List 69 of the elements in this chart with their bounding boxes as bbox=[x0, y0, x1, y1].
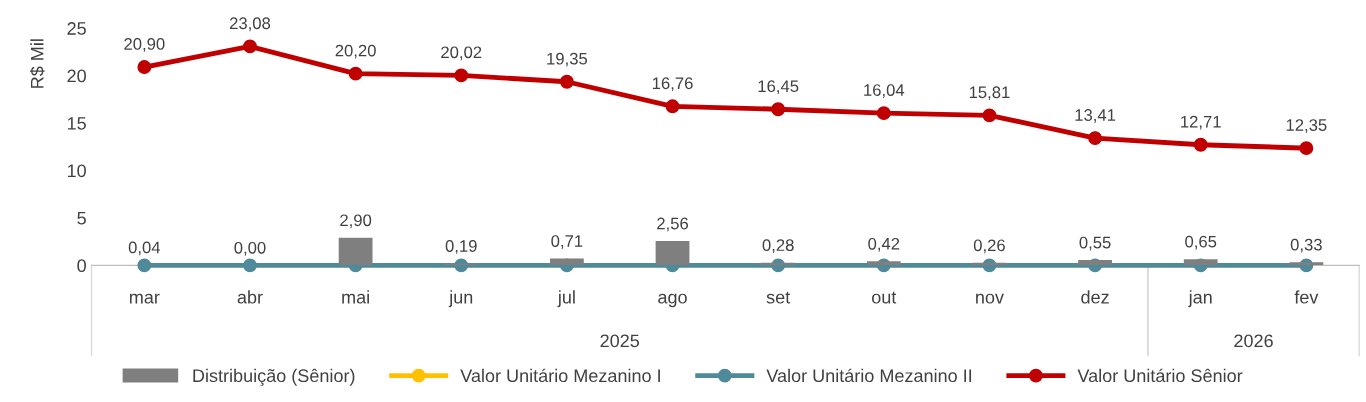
x-tick-label: fev bbox=[1294, 290, 1319, 304]
y-tick-label: 25 bbox=[67, 22, 86, 35]
data-label: 0,26 bbox=[973, 239, 1005, 254]
point bbox=[137, 258, 152, 273]
y-tick-label: 15 bbox=[67, 117, 86, 130]
y-tick-label: 20 bbox=[67, 69, 86, 83]
x-tick-label: set bbox=[766, 291, 791, 304]
point bbox=[1088, 131, 1103, 146]
x-tick-label: mar bbox=[129, 293, 160, 304]
data-label: 20,02 bbox=[441, 46, 482, 61]
x-tick-label: jan bbox=[1188, 290, 1212, 308]
point bbox=[137, 60, 152, 74]
point bbox=[1193, 137, 1208, 152]
x-tick-label: ago bbox=[658, 293, 687, 308]
legend-label: Valor Unitário Sênior bbox=[1077, 368, 1243, 383]
data-label: 0,04 bbox=[128, 241, 161, 256]
data-label: 0,42 bbox=[868, 237, 900, 252]
data-label: 20,20 bbox=[335, 44, 376, 59]
bar bbox=[1183, 259, 1218, 266]
data-label: 0,19 bbox=[445, 240, 477, 254]
legend-label: Valor Unitário Mezanino II bbox=[766, 368, 972, 383]
data-label: 19,35 bbox=[547, 52, 588, 67]
data-label: 20,90 bbox=[124, 38, 165, 52]
point bbox=[982, 108, 997, 123]
data-label: 15,81 bbox=[969, 86, 1010, 101]
legend-label: Valor Unitário Mezanino I bbox=[460, 368, 660, 383]
y-tick-label: 10 bbox=[67, 164, 86, 178]
data-label: 0,33 bbox=[1290, 238, 1322, 253]
point bbox=[454, 68, 469, 83]
bar bbox=[338, 237, 373, 266]
bar bbox=[1078, 260, 1112, 266]
text: 2025 bbox=[600, 334, 640, 348]
data-label: 16,04 bbox=[864, 84, 905, 98]
point bbox=[348, 66, 363, 81]
y-tick-label: 5 bbox=[77, 212, 86, 225]
y-tick-label: 0 bbox=[77, 259, 86, 273]
data-label: 2,90 bbox=[340, 214, 372, 229]
y-axis-title: R$ Mil bbox=[30, 39, 45, 88]
x-tick-label: nov bbox=[976, 293, 1004, 304]
data-label: 23,08 bbox=[229, 17, 271, 32]
point bbox=[559, 74, 574, 89]
point bbox=[876, 106, 891, 121]
point bbox=[665, 99, 680, 114]
data-label: 0,71 bbox=[551, 235, 583, 249]
bar bbox=[655, 241, 690, 266]
x-tick-label: jul bbox=[557, 290, 575, 308]
point bbox=[243, 258, 257, 273]
point bbox=[1299, 141, 1314, 156]
data-label: 0,28 bbox=[762, 239, 794, 253]
data-label: 0,55 bbox=[1079, 236, 1111, 251]
x-tick-label: mai bbox=[342, 290, 369, 304]
legend-label: Distribuição (Sênior) bbox=[193, 368, 355, 386]
x-tick-label: abr bbox=[237, 290, 263, 304]
text: 2026 bbox=[1234, 334, 1273, 348]
point bbox=[771, 102, 786, 117]
data-label: 12,35 bbox=[1286, 119, 1327, 133]
data-label: 0,00 bbox=[234, 241, 266, 256]
data-label: 0,65 bbox=[1185, 235, 1217, 250]
data-label: 2,56 bbox=[657, 217, 689, 232]
x-tick-label: jun bbox=[448, 290, 473, 308]
x-tick-label: dez bbox=[1081, 290, 1109, 304]
point bbox=[243, 39, 257, 54]
data-label: 16,45 bbox=[758, 80, 799, 95]
data-label: 12,71 bbox=[1181, 115, 1221, 130]
x-tick-label: out bbox=[872, 291, 897, 304]
data-label: 13,41 bbox=[1075, 109, 1116, 123]
data-label: 16,76 bbox=[652, 77, 693, 92]
bar bbox=[1289, 262, 1324, 266]
bar bbox=[866, 261, 901, 266]
